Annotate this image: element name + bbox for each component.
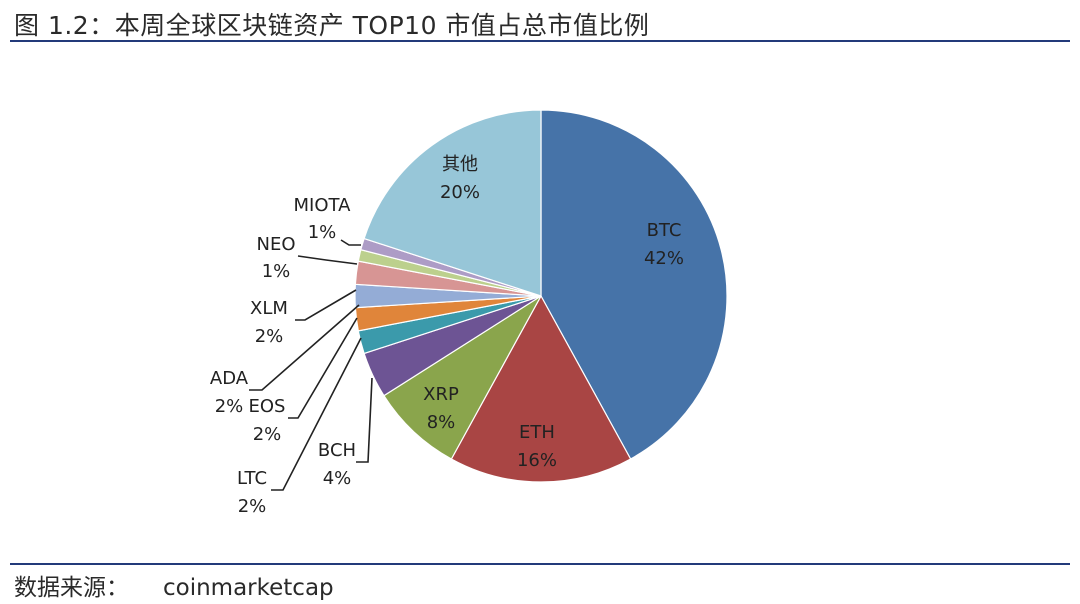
slice-pct-others: 20% xyxy=(440,182,480,203)
slice-pct-ltc: 2% xyxy=(238,496,267,517)
slice-label-xlm: XLM xyxy=(250,298,288,319)
slice-pct-xrp: 8% xyxy=(427,412,456,433)
slice-pct-btc: 42% xyxy=(644,248,684,269)
leader-line-neo xyxy=(297,255,358,265)
footer-rule xyxy=(10,563,1070,565)
slice-label-btc: BTC xyxy=(647,220,682,241)
leader-line-bch xyxy=(356,377,373,463)
slice-label-eos: EOS xyxy=(249,396,286,417)
slice-label-ada: ADA xyxy=(210,368,249,389)
leader-line-ltc xyxy=(271,337,362,491)
pie-labels: BTC42%ETH16%XRP8%BCH4%LTC2%EOS2%ADA2%XLM… xyxy=(210,154,684,517)
slice-label-ltc: LTC xyxy=(237,468,267,489)
figure-title: 图 1.2：本周全球区块链资产 TOP10 市值占总市值比例 xyxy=(14,11,650,40)
pie-slice-btc xyxy=(540,109,728,460)
slice-label-miota: MIOTA xyxy=(294,195,352,216)
slice-pct-ada: 2% xyxy=(215,396,244,417)
leader-line-eos xyxy=(288,317,358,419)
title-rule xyxy=(10,40,1070,42)
slice-pct-bch: 4% xyxy=(323,468,352,489)
pie-slice-others xyxy=(363,109,542,297)
slice-pct-miota: 1% xyxy=(308,222,337,243)
source-value: coinmarketcap xyxy=(163,575,334,601)
slice-pct-neo: 1% xyxy=(262,261,291,282)
slice-label-bch: BCH xyxy=(318,440,356,461)
leader-line-miota xyxy=(340,239,361,246)
leader-line-xlm xyxy=(295,289,357,321)
pie-slices xyxy=(354,109,728,483)
slice-pct-eos: 2% xyxy=(253,424,282,445)
pie-slice-eth xyxy=(450,294,632,483)
slice-label-others: 其他 xyxy=(442,154,478,175)
slice-label-eth: ETH xyxy=(519,422,555,443)
slice-label-neo: NEO xyxy=(256,234,295,255)
pie-slice-xrp xyxy=(383,295,542,460)
leader-line-ada xyxy=(249,304,360,391)
source-label: 数据来源： xyxy=(14,575,129,601)
slice-pct-eth: 16% xyxy=(517,450,557,471)
slice-pct-xlm: 2% xyxy=(255,326,284,347)
source-line: 数据来源： coinmarketcap xyxy=(14,568,334,602)
slice-label-xrp: XRP xyxy=(423,384,459,405)
